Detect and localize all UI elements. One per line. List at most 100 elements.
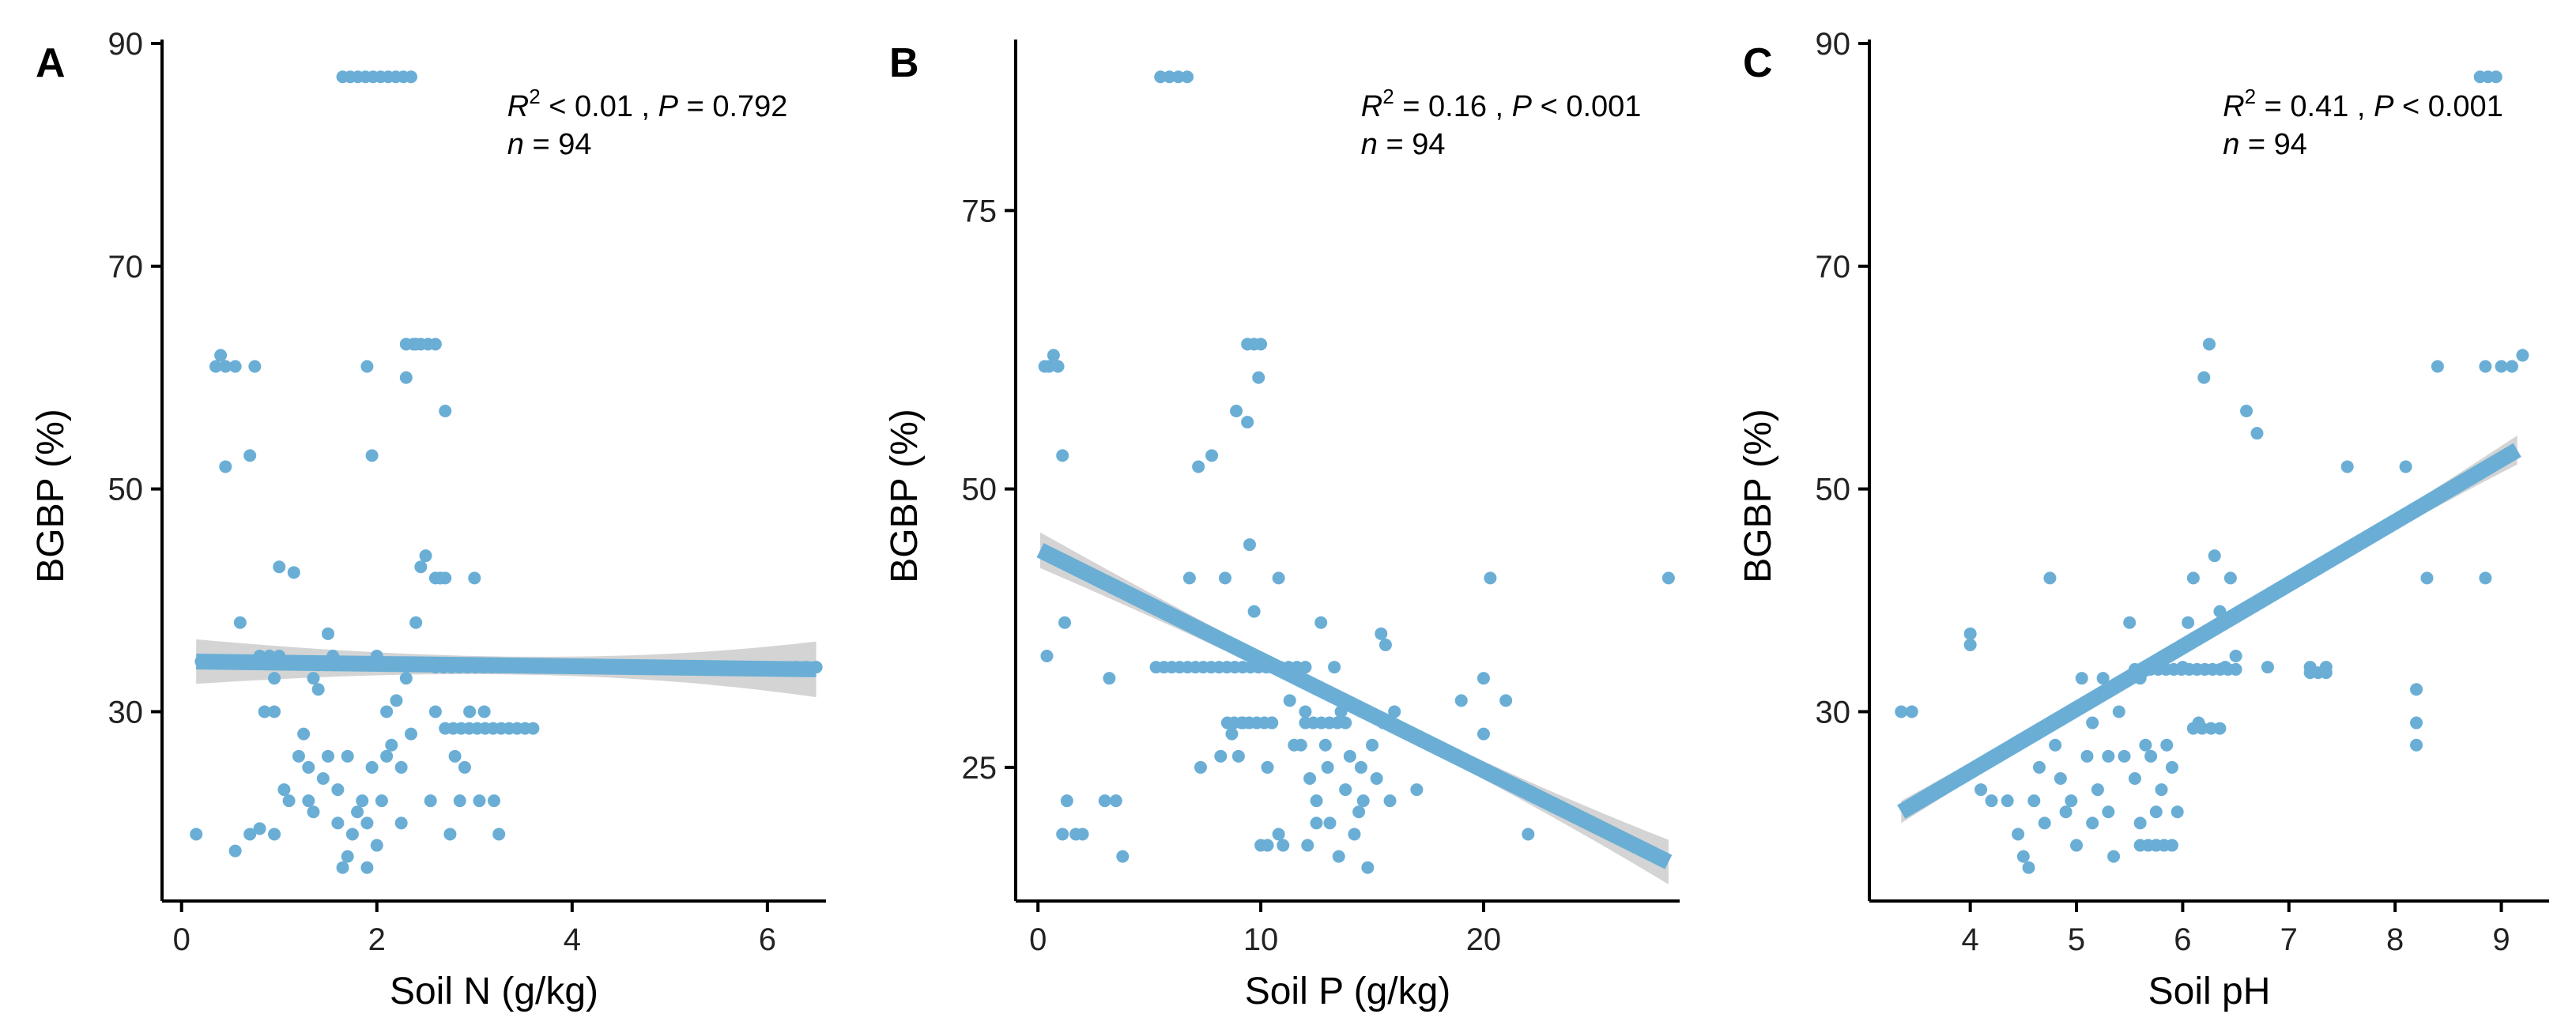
n-annotation: n = 94 xyxy=(1361,128,1446,161)
y-tick-label: 25 xyxy=(962,751,998,786)
data-point xyxy=(1171,70,1185,84)
data-point xyxy=(1361,861,1375,874)
y-tick-label: 90 xyxy=(1816,27,1851,62)
x-tick-label: 4 xyxy=(564,922,581,957)
x-tick-label: 0 xyxy=(1029,922,1047,957)
data-point xyxy=(2065,794,2078,808)
data-point xyxy=(443,828,457,841)
data-point xyxy=(2049,738,2062,752)
data-point xyxy=(2420,571,2434,585)
regression-line xyxy=(1897,443,2521,819)
data-point xyxy=(1194,760,1207,774)
data-point xyxy=(336,861,349,874)
data-point xyxy=(2075,672,2088,685)
data-point xyxy=(243,828,257,841)
data-point xyxy=(428,337,442,351)
data-point xyxy=(1051,360,1065,373)
data-point xyxy=(258,705,271,718)
data-point xyxy=(405,727,417,741)
data-point xyxy=(2495,360,2508,373)
data-point xyxy=(2410,716,2423,730)
data-point xyxy=(1261,839,1274,852)
data-point xyxy=(1230,405,1243,417)
data-point xyxy=(2107,850,2121,863)
r2-annotation: R2 = 0.41 , P < 0.001 xyxy=(2223,85,2503,123)
data-point xyxy=(351,805,364,819)
data-point xyxy=(365,449,379,462)
data-point xyxy=(2223,571,2237,585)
data-point xyxy=(1109,794,1122,808)
data-point xyxy=(2479,360,2492,373)
data-point xyxy=(1499,694,1513,707)
data-point xyxy=(1410,783,1424,797)
data-point xyxy=(360,861,374,874)
data-point xyxy=(331,783,345,797)
data-point xyxy=(2516,349,2529,362)
r2-annotation: R2 = 0.16 , P < 0.001 xyxy=(1361,85,1642,123)
data-point xyxy=(2204,722,2218,735)
regression-line xyxy=(196,654,817,677)
data-point xyxy=(375,794,388,808)
y-tick-label: 50 xyxy=(108,473,144,507)
x-tick-label: 2 xyxy=(368,922,386,957)
data-point xyxy=(322,627,334,640)
y-tick-label: 75 xyxy=(962,194,998,228)
data-point xyxy=(1477,672,1490,685)
data-point xyxy=(287,566,300,579)
data-point xyxy=(2080,749,2094,763)
data-point xyxy=(488,794,500,808)
data-point xyxy=(282,794,296,808)
data-point xyxy=(1218,571,1231,585)
data-point xyxy=(1192,460,1205,473)
data-point xyxy=(1339,716,1352,730)
data-point xyxy=(2229,650,2242,662)
data-point xyxy=(214,349,228,362)
data-point xyxy=(2059,805,2072,819)
data-point xyxy=(2431,360,2444,373)
data-point xyxy=(2182,616,2195,629)
data-point xyxy=(399,371,413,384)
data-point xyxy=(2505,360,2518,373)
data-point xyxy=(1299,705,1312,718)
data-point xyxy=(439,571,452,585)
n-annotation: n = 94 xyxy=(507,128,592,161)
data-point xyxy=(1484,571,1497,585)
data-point xyxy=(1963,627,1977,640)
data-point xyxy=(2160,738,2174,752)
data-point xyxy=(1985,794,1998,808)
data-point xyxy=(322,749,334,763)
data-point xyxy=(1060,794,1073,808)
y-tick-label: 30 xyxy=(1816,695,1851,730)
data-point xyxy=(2139,738,2152,752)
n-annotation: n = 94 xyxy=(2223,128,2307,161)
data-point xyxy=(448,749,462,763)
data-point xyxy=(1181,70,1194,84)
data-point xyxy=(1375,627,1388,640)
data-point xyxy=(2197,371,2211,384)
data-point xyxy=(394,816,408,830)
data-point xyxy=(2410,738,2423,752)
data-point xyxy=(2399,460,2412,473)
data-point xyxy=(1243,538,1256,552)
x-tick-label: 0 xyxy=(173,922,190,957)
data-point xyxy=(233,616,247,629)
data-point xyxy=(2091,783,2104,797)
data-point xyxy=(1310,794,1323,808)
data-point xyxy=(1348,828,1361,841)
data-point xyxy=(2027,794,2041,808)
panel-b: 0 10 20 25 50 75 Soil P (g/kg) BGBP (%) B R2 = 0.… xyxy=(884,40,1680,1012)
data-point xyxy=(345,828,359,841)
data-point xyxy=(526,722,540,735)
data-point xyxy=(2102,749,2115,763)
data-point xyxy=(1182,571,1196,585)
y-tick-label: 50 xyxy=(962,473,998,507)
data-point xyxy=(409,616,423,629)
data-point xyxy=(2171,805,2184,819)
data-point xyxy=(2128,772,2141,785)
data-point xyxy=(394,760,408,774)
data-point xyxy=(390,694,403,707)
data-point xyxy=(419,549,432,563)
data-point xyxy=(492,828,506,841)
data-point xyxy=(2022,861,2035,874)
